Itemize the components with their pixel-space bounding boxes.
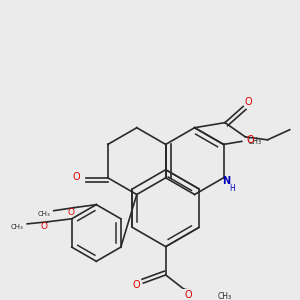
Text: O: O [244, 98, 252, 107]
Text: O: O [247, 135, 254, 145]
Text: O: O [68, 208, 74, 217]
Text: O: O [184, 290, 192, 300]
Text: CH₃: CH₃ [11, 224, 23, 230]
Text: N: N [223, 176, 231, 186]
Text: H: H [229, 184, 235, 194]
Text: O: O [133, 280, 140, 290]
Text: O: O [73, 172, 80, 182]
Text: CH₃: CH₃ [217, 292, 231, 300]
Text: CH₃: CH₃ [248, 137, 262, 146]
Text: O: O [41, 222, 48, 231]
Text: CH₃: CH₃ [37, 211, 50, 217]
